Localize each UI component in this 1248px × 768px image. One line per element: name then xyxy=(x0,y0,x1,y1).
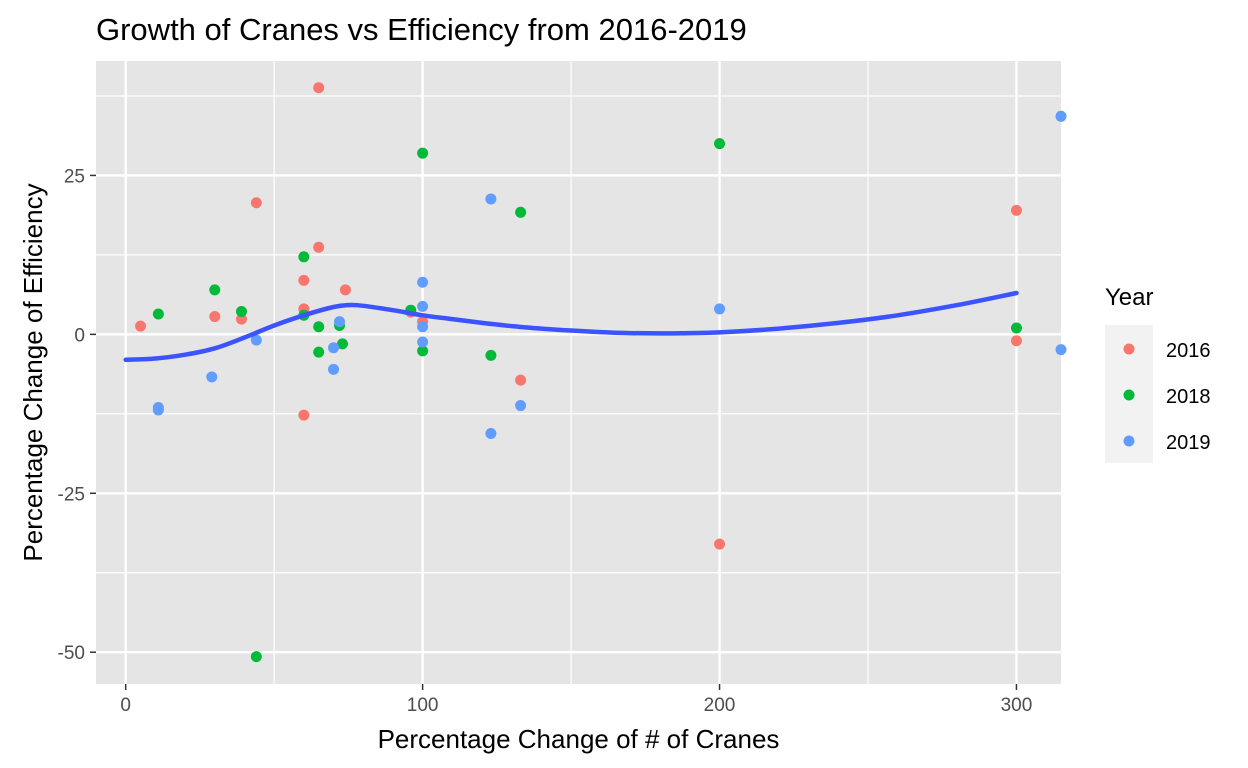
data-point-2018 xyxy=(209,284,221,296)
y-tick-label: -50 xyxy=(58,643,85,664)
data-point-2018 xyxy=(417,147,429,159)
data-point-2016 xyxy=(235,313,247,325)
data-point-2018 xyxy=(298,251,310,263)
chart-title: Growth of Cranes vs Efficiency from 2016… xyxy=(96,12,747,47)
data-points xyxy=(135,82,1067,663)
data-point-2016 xyxy=(313,241,325,253)
data-point-2019 xyxy=(714,303,726,315)
x-axis-tick-labels: 0 100 200 300 xyxy=(120,695,1032,716)
data-point-2016 xyxy=(1010,335,1022,347)
data-point-2016 xyxy=(339,284,351,296)
data-point-2019 xyxy=(1055,344,1067,356)
legend-label-2019: 2019 xyxy=(1166,432,1211,454)
data-point-2019 xyxy=(417,321,429,333)
legend-title: Year xyxy=(1105,284,1154,311)
data-point-2019 xyxy=(485,193,497,205)
data-point-2018 xyxy=(1010,322,1022,334)
data-point-2018 xyxy=(515,206,527,218)
y-tick-label: -25 xyxy=(58,484,85,505)
smooth-trend-line xyxy=(123,290,1019,363)
data-point-2018 xyxy=(714,138,726,150)
x-tick-label: 0 xyxy=(120,695,131,716)
minor-gridlines xyxy=(96,61,1061,684)
y-tick-label: 0 xyxy=(74,325,85,346)
x-tick-label: 200 xyxy=(704,695,736,716)
data-point-2019 xyxy=(417,300,429,312)
data-point-2016 xyxy=(298,409,310,421)
data-point-2016 xyxy=(313,82,325,94)
legend-label-2016: 2016 xyxy=(1166,340,1211,362)
x-tick-label: 300 xyxy=(1001,695,1033,716)
axis-ticks xyxy=(90,174,1018,690)
data-point-2019 xyxy=(328,363,340,375)
data-point-2018 xyxy=(336,338,348,350)
data-point-2019 xyxy=(417,336,429,348)
data-point-2019 xyxy=(152,404,164,416)
data-point-2019 xyxy=(206,371,218,383)
data-point-2018 xyxy=(313,321,325,333)
x-tick-label: 100 xyxy=(407,695,439,716)
data-point-2016 xyxy=(298,274,310,286)
data-point-2018 xyxy=(235,305,247,317)
y-axis-tick-labels: -50 -25 0 25 xyxy=(58,166,85,664)
data-point-2016 xyxy=(1010,204,1022,216)
data-point-2019 xyxy=(515,400,527,412)
data-point-2016 xyxy=(135,320,147,332)
data-point-2016 xyxy=(209,311,221,323)
data-point-2019 xyxy=(485,428,497,440)
data-point-2016 xyxy=(714,538,726,550)
data-point-2018 xyxy=(250,651,262,663)
data-point-2018 xyxy=(417,345,429,357)
data-point-2018 xyxy=(152,308,164,320)
data-point-2018 xyxy=(313,346,325,358)
data-point-2019 xyxy=(328,342,340,354)
data-point-2016 xyxy=(250,197,262,209)
data-point-2016 xyxy=(515,374,527,386)
y-tick-label: 25 xyxy=(64,166,85,187)
legend-key-2019 xyxy=(1123,435,1135,447)
legend-key-2018 xyxy=(1123,389,1135,401)
data-point-2019 xyxy=(417,276,429,288)
legend-items: 2016 2018 2019 xyxy=(1123,340,1211,454)
legend: Year 2016 2018 2019 xyxy=(1105,284,1211,463)
data-point-2018 xyxy=(485,349,497,361)
data-point-2019 xyxy=(333,316,345,328)
plot-panel xyxy=(96,61,1061,684)
data-point-2019 xyxy=(250,334,262,346)
legend-key-2016 xyxy=(1123,343,1135,355)
y-axis-title: Percentage Change of Efficiency xyxy=(18,183,48,561)
x-axis-title: Percentage Change of # of Cranes xyxy=(378,724,780,754)
legend-label-2018: 2018 xyxy=(1166,386,1211,408)
data-point-2019 xyxy=(1055,110,1067,122)
